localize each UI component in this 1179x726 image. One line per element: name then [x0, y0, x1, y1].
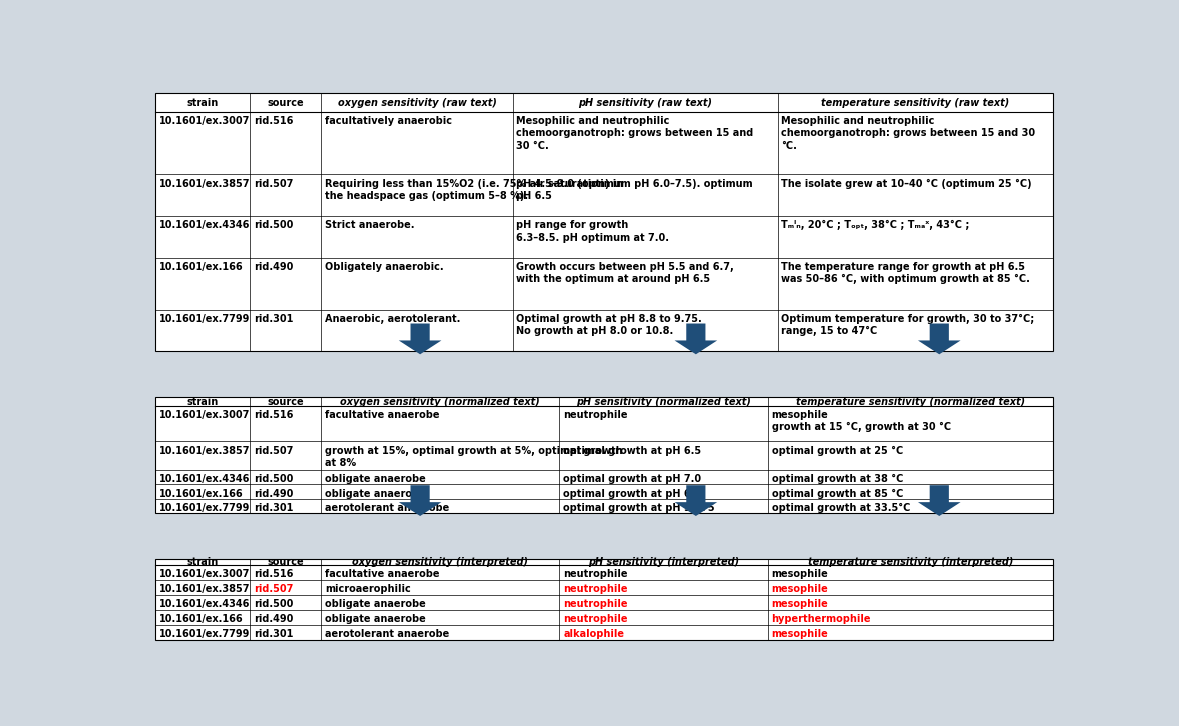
Text: Growth occurs between pH 5.5 and 6.7,
with the optimum at around pH 6.5: Growth occurs between pH 5.5 and 6.7, wi…: [516, 262, 735, 284]
Text: strain: strain: [186, 557, 219, 567]
Bar: [156, 559, 1053, 640]
Text: rid.301: rid.301: [255, 314, 294, 324]
Text: The isolate grew at 10–40 °C (optimum 25 °C): The isolate grew at 10–40 °C (optimum 25…: [782, 179, 1032, 189]
Text: optimal growth at 25 °C: optimal growth at 25 °C: [771, 446, 903, 456]
Text: oxygen sensitivity (raw text): oxygen sensitivity (raw text): [337, 97, 496, 107]
Text: rid.490: rid.490: [255, 614, 294, 624]
Text: 10.1601/ex.166: 10.1601/ex.166: [159, 614, 244, 624]
Text: Strict anaerobe.: Strict anaerobe.: [325, 220, 415, 230]
Text: Obligately anaerobic.: Obligately anaerobic.: [325, 262, 443, 272]
Text: rid.500: rid.500: [255, 599, 294, 609]
Text: optimal growth at pH 9.275: optimal growth at pH 9.275: [564, 503, 714, 513]
Text: 10.1601/ex.7799: 10.1601/ex.7799: [159, 314, 250, 324]
Text: pH sensitivity (raw text): pH sensitivity (raw text): [578, 97, 712, 107]
Text: neutrophile: neutrophile: [564, 569, 627, 579]
Text: mesophile: mesophile: [771, 569, 829, 579]
Text: rid.500: rid.500: [255, 474, 294, 484]
Text: alkalophile: alkalophile: [564, 629, 624, 639]
Bar: [156, 397, 1053, 513]
Text: 10.1601/ex.4346: 10.1601/ex.4346: [159, 474, 250, 484]
Text: rid.516: rid.516: [255, 116, 294, 126]
Text: obligate anaerobe: obligate anaerobe: [325, 614, 426, 624]
Text: 10.1601/ex.166: 10.1601/ex.166: [159, 489, 244, 499]
Text: optimal growth at pH 7.0: optimal growth at pH 7.0: [564, 474, 702, 484]
Text: Optimum temperature for growth, 30 to 37°C;
range, 15 to 47°C: Optimum temperature for growth, 30 to 37…: [782, 314, 1035, 336]
Text: temperature sensitivity (interpreted): temperature sensitivity (interpreted): [808, 557, 1013, 567]
Text: mesophile: mesophile: [771, 599, 829, 609]
Text: optimal growth at 33.5°C: optimal growth at 33.5°C: [771, 503, 910, 513]
Text: pH sensitivity (interpreted): pH sensitivity (interpreted): [588, 557, 739, 567]
Text: rid.490: rid.490: [255, 489, 294, 499]
Text: strain: strain: [186, 396, 219, 407]
Text: rid.507: rid.507: [255, 179, 294, 189]
Text: 10.1601/ex.3007: 10.1601/ex.3007: [159, 569, 250, 579]
Text: aerotolerant anaerobe: aerotolerant anaerobe: [325, 503, 449, 513]
Text: strain: strain: [186, 97, 219, 107]
Text: aerotolerant anaerobe: aerotolerant anaerobe: [325, 629, 449, 639]
Polygon shape: [674, 485, 717, 516]
Text: 10.1601/ex.7799: 10.1601/ex.7799: [159, 503, 250, 513]
Text: obligate anaerobe: obligate anaerobe: [325, 474, 426, 484]
Text: 10.1601/ex.4346: 10.1601/ex.4346: [159, 220, 250, 230]
Text: neutrophile: neutrophile: [564, 584, 627, 594]
Text: Mesophilic and neutrophilic
chemoorganotroph: grows between 15 and 30
°C.: Mesophilic and neutrophilic chemoorganot…: [782, 116, 1035, 151]
Text: source: source: [268, 97, 304, 107]
Text: oxygen sensitivity (normalized text): oxygen sensitivity (normalized text): [341, 396, 540, 407]
Polygon shape: [399, 485, 441, 516]
Text: 10.1601/ex.166: 10.1601/ex.166: [159, 262, 244, 272]
Text: 10.1601/ex.3857: 10.1601/ex.3857: [159, 179, 250, 189]
Text: 10.1601/ex.3857: 10.1601/ex.3857: [159, 446, 250, 456]
Text: rid.507: rid.507: [255, 584, 294, 594]
Text: mesophile: mesophile: [771, 629, 829, 639]
Text: obligate anaerobe: obligate anaerobe: [325, 489, 426, 499]
Text: 10.1601/ex.3007: 10.1601/ex.3007: [159, 116, 250, 126]
Text: rid.490: rid.490: [255, 262, 294, 272]
Text: optimal growth at pH 6.5: optimal growth at pH 6.5: [564, 489, 702, 499]
Text: rid.507: rid.507: [255, 446, 294, 456]
Text: mesophile
growth at 15 °C, growth at 30 °C: mesophile growth at 15 °C, growth at 30 …: [771, 410, 950, 433]
Text: temperature sensitivity (raw text): temperature sensitivity (raw text): [822, 97, 1009, 107]
Text: microaerophilic: microaerophilic: [325, 584, 411, 594]
Text: neutrophile: neutrophile: [564, 599, 627, 609]
Text: rid.301: rid.301: [255, 503, 294, 513]
Text: The temperature range for growth at pH 6.5
was 50–86 °C, with optimum growth at : The temperature range for growth at pH 6…: [782, 262, 1030, 285]
Text: optimal growth at 38 °C: optimal growth at 38 °C: [771, 474, 903, 484]
Text: Anaerobic, aerotolerant.: Anaerobic, aerotolerant.: [325, 314, 461, 324]
Polygon shape: [399, 324, 441, 354]
Text: growth at 15%, optimal growth at 5%, optimal growth
at 8%: growth at 15%, optimal growth at 5%, opt…: [325, 446, 623, 468]
Text: 10.1601/ex.4346: 10.1601/ex.4346: [159, 599, 250, 609]
Text: rid.500: rid.500: [255, 220, 294, 230]
Text: pH sensitivity (normalized text): pH sensitivity (normalized text): [577, 396, 751, 407]
Text: Requiring less than 15%O2 (i.e. 75% air saturation) in
the headspace gas (optimu: Requiring less than 15%O2 (i.e. 75% air …: [325, 179, 624, 201]
Text: source: source: [268, 557, 304, 567]
Text: neutrophile: neutrophile: [564, 410, 627, 420]
Polygon shape: [918, 485, 961, 516]
Polygon shape: [674, 324, 717, 354]
Text: oxygen sensitivity (interpreted): oxygen sensitivity (interpreted): [353, 557, 528, 567]
Text: neutrophile: neutrophile: [564, 614, 627, 624]
Text: optimal growth at 85 °C: optimal growth at 85 °C: [771, 489, 903, 499]
Text: Optimal growth at pH 8.8 to 9.75.
No growth at pH 8.0 or 10.8.: Optimal growth at pH 8.8 to 9.75. No gro…: [516, 314, 703, 336]
Text: Mesophilic and neutrophilic
chemoorganotroph: grows between 15 and
30 °C.: Mesophilic and neutrophilic chemoorganot…: [516, 116, 753, 151]
Text: rid.301: rid.301: [255, 629, 294, 639]
Text: hyperthermophile: hyperthermophile: [771, 614, 871, 624]
Text: rid.516: rid.516: [255, 410, 294, 420]
Text: temperature sensitivity (normalized text): temperature sensitivity (normalized text…: [796, 396, 1025, 407]
Text: mesophile: mesophile: [771, 584, 829, 594]
Text: rid.516: rid.516: [255, 569, 294, 579]
Text: obligate anaerobe: obligate anaerobe: [325, 599, 426, 609]
Text: facultatively anaerobic: facultatively anaerobic: [325, 116, 453, 126]
Text: facultative anaerobe: facultative anaerobe: [325, 410, 440, 420]
Polygon shape: [918, 324, 961, 354]
Text: facultative anaerobe: facultative anaerobe: [325, 569, 440, 579]
Bar: [156, 93, 1053, 351]
Text: 10.1601/ex.7799: 10.1601/ex.7799: [159, 629, 250, 639]
Text: optimal growth at pH 6.5: optimal growth at pH 6.5: [564, 446, 702, 456]
Text: source: source: [268, 396, 304, 407]
Text: Tₘᴵₙ, 20°C ; Tₒₚₜ, 38°C ; Tₘₐˣ, 43°C ;: Tₘᴵₙ, 20°C ; Tₒₚₜ, 38°C ; Tₘₐˣ, 43°C ;: [782, 220, 970, 230]
Text: pH range for growth
6.3–8.5. pH optimum at 7.0.: pH range for growth 6.3–8.5. pH optimum …: [516, 220, 670, 242]
Text: 10.1601/ex.3857: 10.1601/ex.3857: [159, 584, 250, 594]
Text: pH 4.5–9.0 (optimum pH 6.0–7.5). optimum
pH 6.5: pH 4.5–9.0 (optimum pH 6.0–7.5). optimum…: [516, 179, 753, 201]
Text: 10.1601/ex.3007: 10.1601/ex.3007: [159, 410, 250, 420]
